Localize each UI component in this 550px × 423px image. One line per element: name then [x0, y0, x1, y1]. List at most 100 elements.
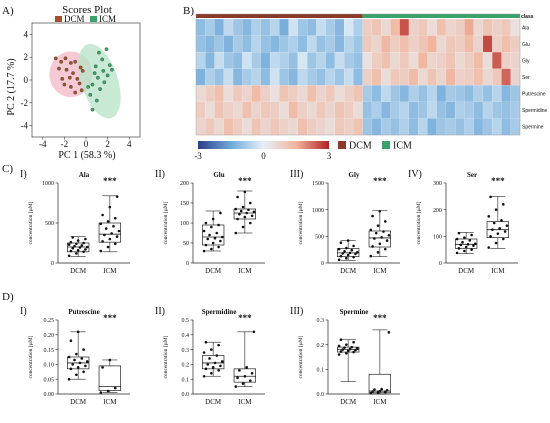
legend-label-icm: ICM	[99, 14, 116, 24]
heatmap-cell	[307, 52, 317, 69]
score-point-icm	[98, 87, 102, 91]
data-point	[373, 388, 376, 391]
y-tick-label: 150	[180, 201, 189, 207]
score-point-icm	[101, 69, 106, 73]
heatmap-cell	[195, 52, 206, 69]
score-point-dcm	[69, 84, 73, 89]
heatmap-cell	[445, 101, 456, 119]
y-tick-label: 0	[24, 75, 29, 85]
category-label: DCM	[340, 267, 357, 275]
class-legend-swatch-icm	[382, 141, 390, 149]
category-label: ICM	[103, 267, 117, 275]
heatmap-cell	[399, 35, 410, 53]
y-axis-label: concentration [µM]	[163, 335, 169, 378]
data-point	[208, 233, 211, 237]
scores-plot: Scores Plot PC 1 (58.3 %) PC 2 (17.7 %) …	[6, 4, 141, 161]
heatmap-cell	[501, 85, 512, 103]
heatmap-cell	[399, 101, 410, 119]
y-tick-label: 0.1	[182, 377, 190, 383]
data-point	[69, 339, 73, 343]
data-point	[487, 215, 491, 218]
heatmap-cell	[242, 18, 252, 36]
subpanel-label: III)	[290, 306, 303, 317]
data-point	[387, 331, 391, 334]
box-plot-title: Spermidine	[202, 308, 237, 316]
category-label: ICM	[373, 267, 387, 275]
score-point-icm	[94, 98, 99, 103]
heatmap-cell	[464, 35, 474, 53]
data-point	[350, 248, 354, 252]
box-plot-title: Ser	[467, 171, 477, 179]
heatmap-cell	[316, 52, 326, 69]
data-point	[204, 243, 208, 247]
heatmap-cell	[455, 35, 465, 53]
subpanel-label: III)	[290, 169, 303, 180]
heatmap-cell	[473, 18, 484, 36]
y-tick-label: 0.2	[317, 343, 325, 349]
data-point	[106, 389, 110, 393]
heatmap-cell	[408, 18, 419, 36]
heatmap-cell	[232, 85, 243, 103]
data-point	[211, 217, 215, 221]
y-tick-label: 1000	[312, 208, 324, 214]
data-point	[99, 249, 103, 253]
heatmap-cell	[325, 118, 336, 136]
data-point	[346, 253, 350, 257]
score-point-icm	[105, 73, 110, 78]
heatmap-cell	[427, 52, 437, 69]
data-point	[69, 249, 73, 253]
heatmap-cell	[492, 18, 502, 36]
data-point	[459, 243, 463, 247]
heatmap-row-label: Spermine	[522, 125, 544, 131]
heatmap-cell	[214, 85, 225, 103]
data-point	[491, 228, 494, 231]
heatmap-cell	[362, 118, 373, 136]
heatmap-cell	[501, 52, 512, 69]
heatmap-cell	[242, 101, 252, 119]
heatmap-frame	[195, 13, 521, 136]
data-point	[339, 350, 343, 353]
heatmap-cell	[427, 18, 437, 36]
heatmap-cell	[390, 18, 400, 36]
y-tick-label: 200	[180, 181, 189, 187]
data-point	[80, 244, 84, 247]
data-point	[371, 214, 374, 218]
heatmap-cell	[353, 35, 363, 53]
score-point-dcm	[77, 81, 82, 86]
box-plot-spermine: III) Spermine 0.0 0.1 0.2 0.3 concentration [µ…	[290, 306, 400, 406]
heatmap-cell	[260, 18, 271, 36]
data-point	[82, 241, 85, 245]
data-point	[234, 207, 238, 211]
data-point	[496, 232, 500, 235]
category-label: ICM	[238, 398, 252, 406]
data-point	[110, 232, 113, 235]
heatmap-cell	[501, 68, 512, 86]
class-bar-icm	[362, 14, 520, 18]
heatmap-cell	[408, 101, 419, 119]
heatmap-cell	[408, 68, 419, 86]
data-point	[470, 248, 473, 251]
heatmap-cell	[464, 68, 474, 86]
heatmap-cell	[297, 35, 308, 53]
heatmap-cell	[464, 85, 474, 103]
heatmap-cell	[436, 68, 447, 86]
data-point	[498, 227, 501, 230]
data-point	[84, 364, 87, 368]
score-point-dcm	[80, 69, 85, 73]
data-point	[204, 221, 208, 225]
heatmap-cell	[445, 118, 456, 136]
heatmap-cell	[205, 68, 215, 86]
data-point	[352, 244, 355, 248]
class-bar-dcm	[196, 14, 363, 18]
box-plot-ala: I) Ala 0 500 1000 concentration [µM] DCM ICM ***	[20, 169, 130, 275]
data-point	[234, 231, 238, 235]
heatmap-cell	[344, 118, 354, 136]
data-point	[71, 236, 75, 239]
heatmap-row-label: Glu	[522, 42, 530, 48]
heatmap-cell	[334, 85, 345, 103]
color-scale-label: 3	[327, 151, 332, 161]
heatmap-cell	[316, 101, 326, 119]
heatmap-cell	[418, 35, 428, 53]
data-point	[461, 240, 464, 244]
data-point	[219, 239, 222, 243]
